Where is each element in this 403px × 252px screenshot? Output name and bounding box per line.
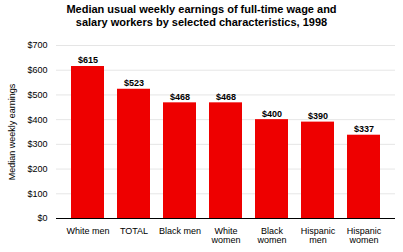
svg-text:$500: $500: [27, 90, 47, 100]
svg-text:$100: $100: [27, 189, 47, 199]
svg-text:Black men: Black men: [159, 226, 201, 236]
svg-text:Median weekly earnings: Median weekly earnings: [7, 84, 17, 181]
svg-text:$468: $468: [216, 92, 236, 102]
svg-text:$468: $468: [170, 92, 190, 102]
svg-text:$600: $600: [27, 65, 47, 75]
svg-text:$615: $615: [78, 56, 98, 66]
svg-text:$337: $337: [354, 124, 374, 134]
svg-text:TOTAL: TOTAL: [120, 226, 148, 236]
svg-text:$400: $400: [262, 109, 282, 119]
svg-text:Blackwomen: Blackwomen: [256, 226, 286, 245]
html-text:Median usual weekly earnings o: Median usual weekly earnings of full-tim…: [66, 3, 337, 29]
svg-text:Whitewomen: Whitewomen: [210, 226, 240, 245]
svg-text:Hispanicwomen: Hispanicwomen: [347, 226, 382, 245]
svg-text:$0: $0: [37, 214, 47, 224]
svg-text:Hispanicmen: Hispanicmen: [301, 226, 336, 245]
svg-text:$200: $200: [27, 164, 47, 174]
svg-text:$523: $523: [124, 78, 144, 88]
svg-text:$700: $700: [27, 41, 47, 51]
svg-text:$400: $400: [27, 115, 47, 125]
svg-text:$300: $300: [27, 140, 47, 150]
svg-text:$390: $390: [308, 111, 328, 121]
svg-text:White men: White men: [66, 226, 109, 236]
